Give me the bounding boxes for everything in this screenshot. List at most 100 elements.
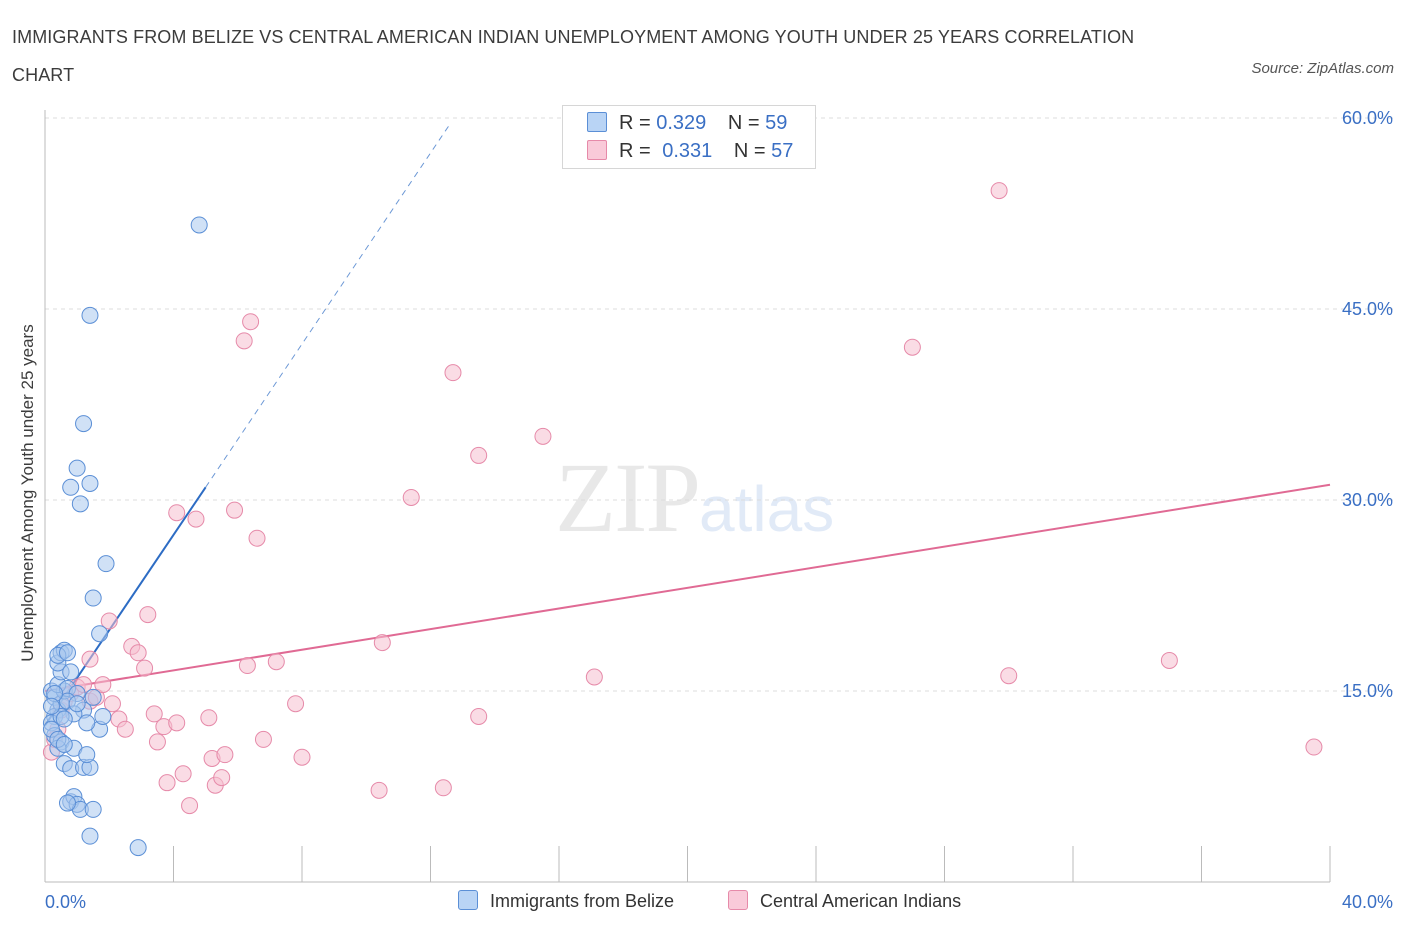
data-point-belize	[190, 216, 208, 234]
y-tick-label: 60.0%	[1342, 108, 1393, 128]
grid-lines	[45, 117, 1395, 692]
data-point-belize	[81, 306, 99, 324]
data-point-cai	[136, 659, 154, 677]
legend-item-belize[interactable]: Immigrants from Belize	[458, 890, 674, 912]
r-value: 0.329	[656, 112, 707, 134]
stats-row-belize: R = 0.329 N = 59	[587, 112, 787, 136]
data-point-cai	[148, 733, 166, 751]
data-point-cai	[470, 707, 488, 725]
y-axis-label: Unemployment Among Youth under 25 years	[18, 324, 37, 662]
data-point-belize	[84, 800, 102, 818]
data-point-cai	[181, 797, 199, 815]
watermark: ZIPatlas	[555, 440, 834, 555]
data-point-cai	[1160, 651, 1178, 669]
n-value: 57	[771, 140, 794, 162]
tick-labels: 15.0% 30.0% 45.0% 60.0% 0.0% 40.0%	[45, 108, 1393, 912]
data-point-belize	[91, 625, 109, 643]
r-label: R =	[619, 112, 651, 134]
source-label: Source: ZipAtlas.com	[1251, 60, 1394, 77]
points-central-american-indians	[42, 182, 1323, 815]
data-point-belize	[84, 589, 102, 607]
data-point-cai	[145, 705, 163, 723]
r-value: 0.331	[662, 140, 713, 162]
data-point-belize	[55, 735, 73, 753]
chart-title: IMMIGRANTS FROM BELIZE VS CENTRAL AMERIC…	[12, 27, 1135, 85]
data-point-cai	[116, 720, 134, 738]
y-tick-label: 30.0%	[1342, 490, 1393, 510]
r-label: R =	[619, 140, 651, 162]
legend-label-belize: Immigrants from Belize	[490, 891, 675, 911]
data-point-cai	[238, 657, 256, 675]
data-point-cai	[174, 765, 192, 783]
x-tick-label: 40.0%	[1342, 892, 1393, 912]
data-point-belize	[42, 697, 60, 715]
data-point-cai	[248, 529, 266, 547]
data-point-belize	[84, 688, 102, 706]
data-point-belize	[68, 695, 86, 713]
data-point-cai	[444, 364, 462, 382]
n-label: N =	[733, 140, 766, 162]
data-point-belize	[81, 474, 99, 492]
data-point-cai	[903, 338, 921, 356]
data-point-cai	[370, 781, 388, 799]
data-point-cai	[216, 746, 234, 764]
data-point-cai	[293, 748, 311, 766]
data-point-belize	[55, 710, 73, 728]
data-point-cai	[242, 313, 260, 331]
x-tick-label: 0.0%	[45, 892, 86, 912]
watermark-atlas: atlas	[699, 473, 835, 545]
data-point-cai	[585, 668, 603, 686]
data-point-cai	[168, 714, 186, 732]
data-point-belize	[75, 415, 93, 433]
data-point-cai	[187, 510, 205, 528]
data-point-belize	[62, 663, 80, 681]
data-point-cai	[213, 769, 231, 787]
data-point-cai	[94, 676, 112, 694]
watermark-zip: ZIP	[555, 442, 701, 553]
data-point-cai	[235, 332, 253, 350]
data-point-cai	[434, 779, 452, 797]
data-point-belize	[81, 827, 99, 845]
legend-label-cai: Central American Indians	[760, 891, 962, 911]
data-point-cai	[402, 488, 420, 506]
data-point-belize	[58, 794, 76, 812]
trend-line-cai	[44, 483, 1331, 692]
data-point-cai	[287, 695, 305, 713]
data-point-cai	[81, 650, 99, 668]
data-point-cai	[373, 634, 391, 652]
y-tick-label: 45.0%	[1342, 299, 1393, 319]
trend-line-belize-extension	[205, 124, 451, 488]
data-point-belize	[129, 839, 147, 857]
data-point-belize	[94, 707, 112, 725]
legend-item-cai[interactable]: Central American Indians	[728, 890, 961, 912]
data-point-cai	[103, 695, 121, 713]
points-belize	[42, 216, 208, 857]
data-point-belize	[71, 495, 89, 513]
data-point-cai	[200, 709, 218, 727]
data-point-cai	[168, 504, 186, 522]
data-point-cai	[267, 653, 285, 671]
data-point-belize	[78, 746, 96, 764]
data-point-belize	[68, 459, 86, 477]
data-point-cai	[139, 606, 157, 624]
n-value: 59	[765, 112, 788, 134]
data-point-cai	[990, 182, 1008, 200]
data-point-cai	[100, 612, 118, 630]
n-label: N =	[727, 112, 760, 134]
data-point-cai	[254, 730, 272, 748]
data-point-cai	[226, 501, 244, 519]
swatch-belize	[587, 112, 607, 132]
stats-row-cai: R = 0.331 N = 57	[587, 140, 793, 164]
data-point-cai	[158, 774, 176, 792]
trend-lines-cai	[44, 483, 1331, 692]
swatch-cai	[587, 140, 607, 160]
y-tick-label: 15.0%	[1342, 681, 1393, 701]
data-point-cai	[534, 427, 552, 445]
legend-swatch-belize	[458, 890, 478, 910]
data-point-cai	[1305, 738, 1323, 756]
data-point-cai	[129, 644, 147, 662]
stats-legend: R = 0.329 N = 59 R = 0.331 N = 57	[562, 105, 816, 169]
data-point-belize	[78, 714, 96, 732]
data-point-cai	[1000, 667, 1018, 685]
data-point-cai	[470, 446, 488, 464]
